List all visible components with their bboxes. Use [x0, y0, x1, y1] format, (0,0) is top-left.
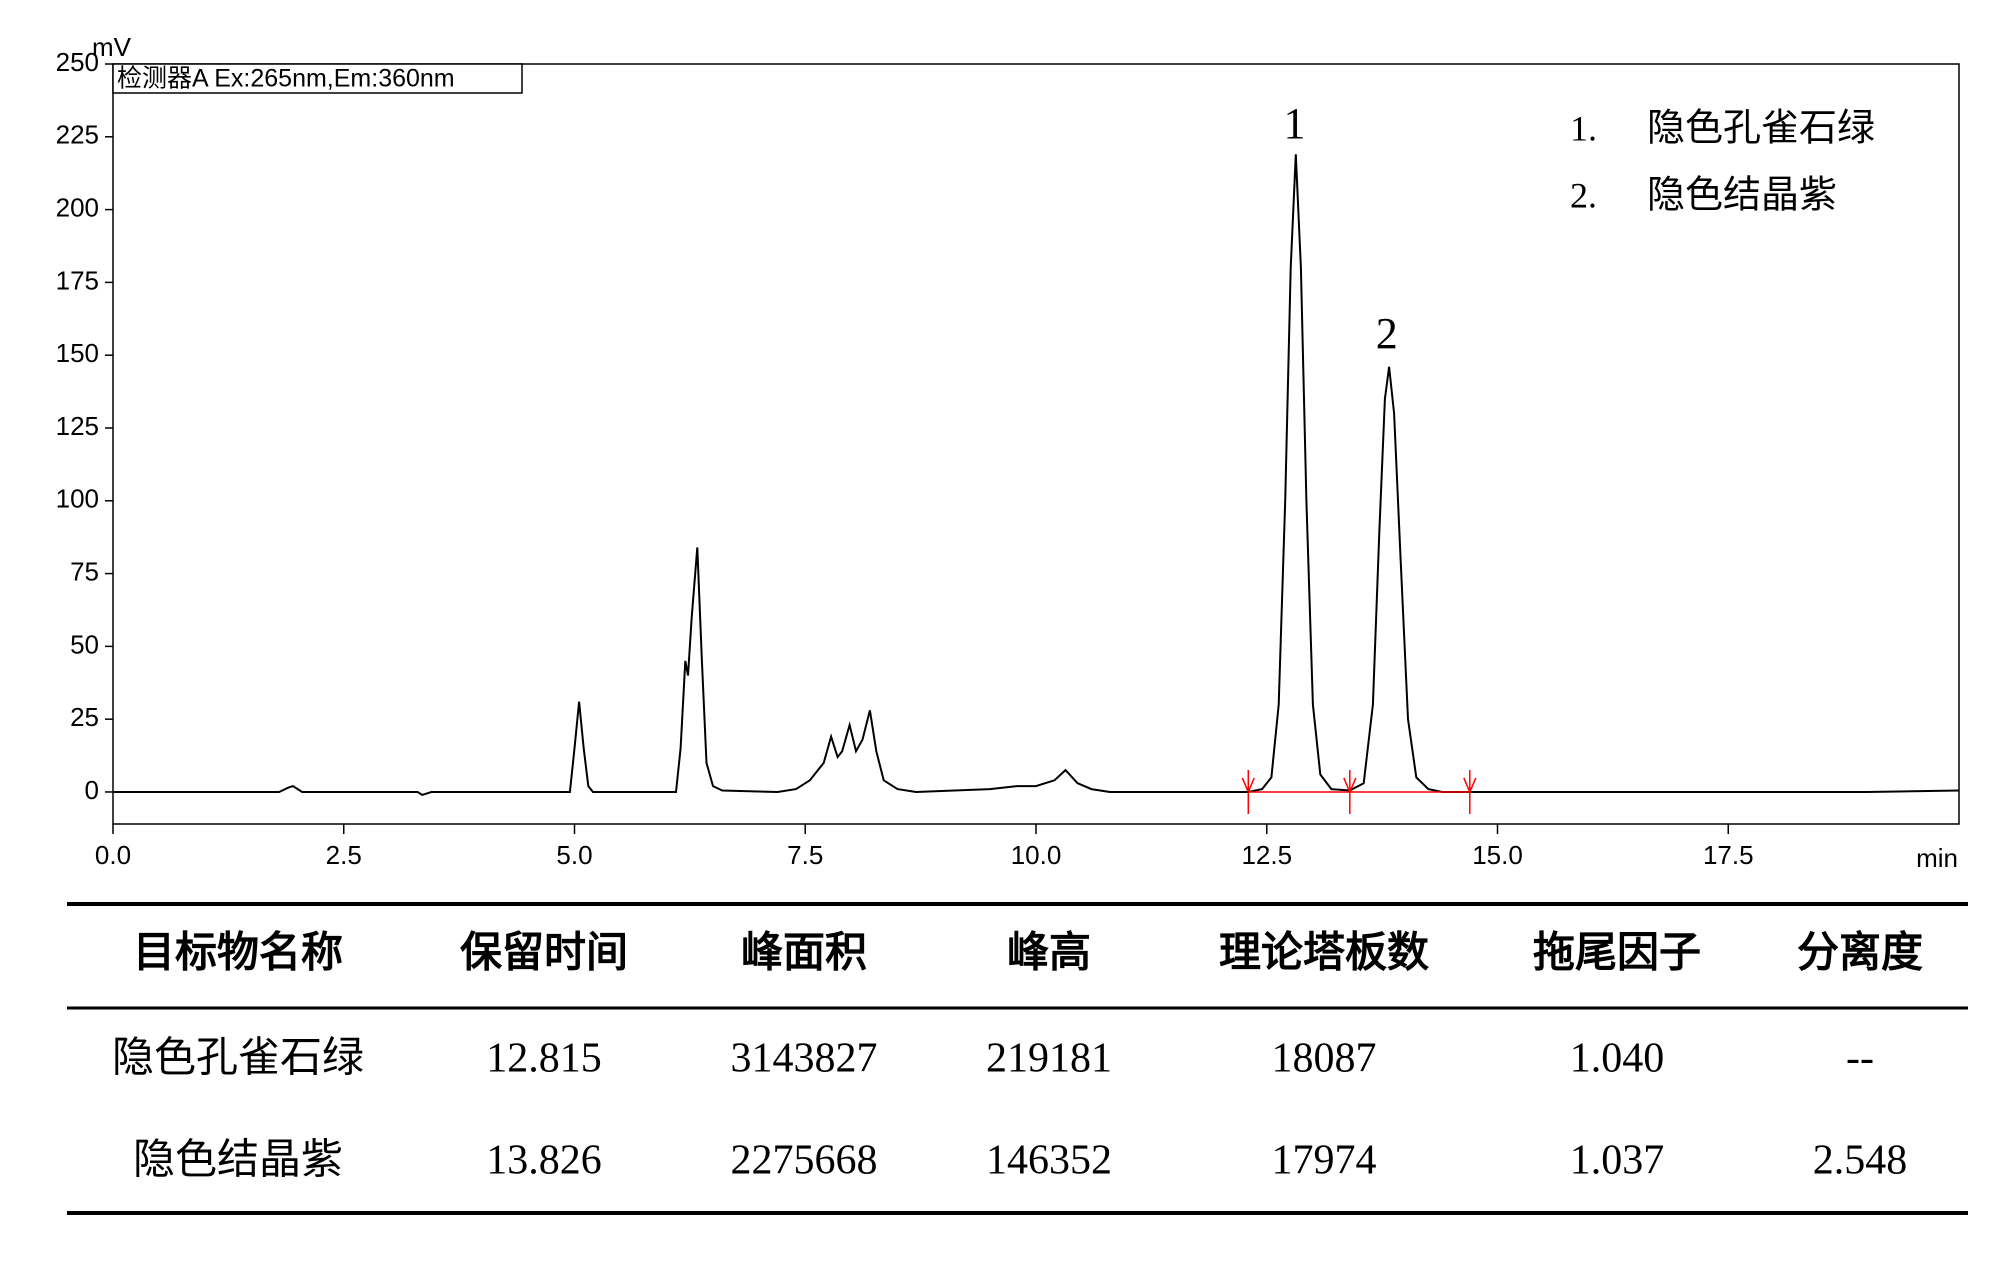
table-header: 理论塔板数: [1219, 928, 1429, 977]
table-header: 峰面积: [741, 928, 867, 977]
detector-label: 检测器A Ex:265nm,Em:360nm: [117, 65, 455, 93]
x-tick-label: 7.5: [787, 840, 823, 870]
y-tick-label: 25: [70, 702, 99, 732]
table-cell: --: [1846, 1036, 1874, 1082]
table-cell: 13.826: [486, 1138, 602, 1184]
table-header: 保留时间: [460, 928, 628, 977]
table-header: 分离度: [1797, 928, 1923, 977]
baseline-mark: [1463, 769, 1477, 814]
table-cell: 219181: [986, 1036, 1112, 1082]
table-header: 拖尾因子: [1533, 928, 1701, 977]
table-cell: 2.548: [1813, 1138, 1908, 1184]
x-tick-label: 15.0: [1472, 840, 1523, 870]
baseline-mark: [1241, 769, 1255, 814]
y-tick-label: 125: [56, 411, 99, 441]
x-tick-label: 5.0: [556, 840, 592, 870]
y-tick-label: 150: [56, 338, 99, 368]
y-tick-label: 200: [56, 192, 99, 222]
y-tick-label: 250: [56, 47, 99, 77]
x-tick-label: 17.5: [1703, 840, 1754, 870]
legend-name: 隐色结晶紫: [1647, 175, 1837, 217]
x-tick-label: 10.0: [1011, 840, 1062, 870]
x-tick-label: 12.5: [1241, 840, 1292, 870]
y-axis-label: mV: [92, 32, 132, 62]
y-tick-label: 50: [70, 629, 99, 659]
table-cell: 17974: [1272, 1138, 1377, 1184]
table-cell: 2275668: [731, 1138, 878, 1184]
legend-number: 2.: [1570, 175, 1597, 215]
y-tick-label: 225: [56, 120, 99, 150]
table-cell: 1.040: [1570, 1036, 1665, 1082]
peak-label: 1: [1283, 99, 1305, 148]
y-tick-label: 0: [85, 775, 99, 805]
table-cell: 隐色孔雀石绿: [112, 1036, 364, 1082]
table-cell: 隐色结晶紫: [133, 1138, 343, 1184]
y-tick-label: 175: [56, 265, 99, 295]
detector-box: [112, 63, 523, 94]
table-cell: 12.815: [486, 1036, 602, 1082]
baseline-mark: [1343, 769, 1357, 814]
legend-number: 1.: [1570, 108, 1597, 148]
table-cell: 18087: [1272, 1036, 1377, 1082]
table-cell: 1.037: [1570, 1138, 1665, 1184]
table-cell: 146352: [986, 1138, 1112, 1184]
chromatogram-line: [113, 154, 1960, 796]
y-tick-label: 75: [70, 556, 99, 586]
peak-label: 2: [1376, 309, 1398, 358]
legend-name: 隐色孔雀石绿: [1647, 108, 1875, 150]
x-tick-label: 2.5: [326, 840, 362, 870]
table-header: 目标物名称: [133, 928, 343, 977]
y-tick-label: 100: [56, 484, 99, 514]
table-header: 峰高: [1007, 928, 1091, 977]
x-tick-label: 0.0: [95, 840, 131, 870]
x-axis-label: min: [1916, 843, 1958, 873]
table-cell: 3143827: [731, 1036, 878, 1082]
